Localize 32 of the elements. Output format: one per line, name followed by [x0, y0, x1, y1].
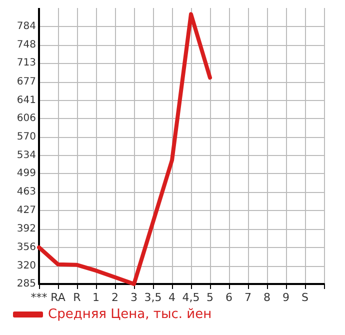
x-tick-label: 3 — [130, 291, 138, 304]
y-tick-label: 784 — [16, 21, 36, 32]
y-tick-label: 427 — [16, 205, 36, 216]
y-tick-label: 356 — [16, 242, 36, 253]
x-tick-label: 4 — [168, 291, 176, 304]
y-tick-label: 499 — [16, 168, 36, 180]
x-tick-label: 2 — [112, 291, 118, 304]
y-tick-label: 641 — [16, 94, 36, 106]
y-tick-label: 748 — [16, 40, 36, 51]
y-tick-label: 606 — [16, 112, 36, 124]
y-tick-label: 570 — [16, 131, 36, 142]
line-series — [37, 12, 212, 286]
y-tick-label: 392 — [16, 223, 36, 234]
x-tick-label: S — [302, 291, 309, 304]
x-tick-label: 8 — [264, 291, 270, 304]
x-tick-label: RA — [50, 291, 66, 304]
x-tick-label: R — [73, 291, 82, 304]
y-tick-label: 463 — [16, 186, 36, 198]
y-tick-label: 534 — [16, 150, 36, 162]
y-tick-label: 677 — [16, 76, 36, 88]
y-tick-label: 713 — [16, 58, 36, 69]
x-tick-label: 4,5 — [182, 291, 200, 304]
x-tick-label: 7 — [244, 291, 252, 304]
x-tick-label: 5 — [206, 291, 214, 304]
x-tick-label: 1 — [92, 291, 100, 304]
y-tick-label: 320 — [16, 260, 36, 272]
y-tick-label: 285 — [16, 278, 36, 290]
x-tick-label: *** — [30, 291, 48, 304]
x-tick-label: 6 — [226, 291, 232, 304]
legend-label: Средняя Цена, тыс. йен — [48, 307, 212, 322]
x-tick-label: 3,5 — [144, 291, 162, 304]
x-tick-label: 9 — [282, 291, 290, 304]
